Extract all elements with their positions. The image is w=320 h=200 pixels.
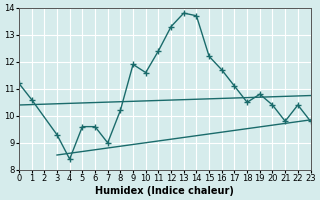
X-axis label: Humidex (Indice chaleur): Humidex (Indice chaleur) [95, 186, 234, 196]
